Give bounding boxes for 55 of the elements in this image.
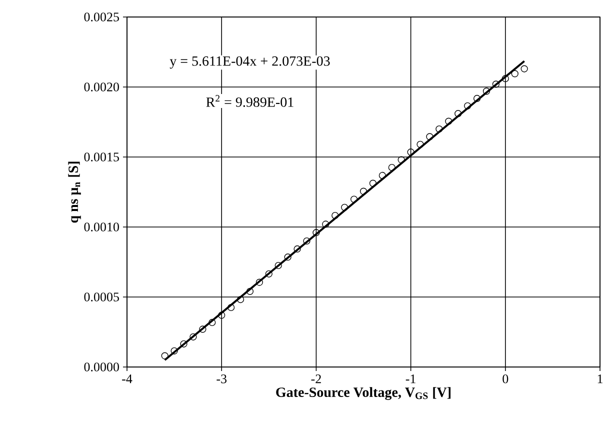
point [256, 278, 263, 286]
point [492, 80, 500, 88]
point [378, 172, 386, 180]
point [228, 304, 235, 312]
point [398, 156, 405, 164]
point [464, 102, 472, 110]
annotation: R$^{2}$ = 9.989E-01 [206, 95, 294, 107]
point [312, 229, 320, 236]
point [341, 204, 348, 211]
point [284, 254, 292, 261]
annotation: y = 5.611E-04x + 2.073E-03 [170, 56, 330, 69]
point [170, 347, 178, 354]
y-tick-label: 0.0025 [84, 12, 119, 22]
point [388, 164, 396, 172]
point [190, 333, 197, 340]
y-tick-label: 0.0020 [84, 82, 119, 92]
point [332, 212, 339, 220]
point [454, 110, 462, 118]
x-tick-label: 0 [502, 374, 508, 384]
point [265, 270, 272, 278]
point [426, 133, 434, 140]
point [416, 140, 424, 148]
y-tick-label: 0.0005 [84, 292, 119, 302]
y-tick-label: 0.0000 [84, 362, 119, 372]
point [482, 88, 490, 95]
point [208, 318, 216, 326]
x-tick-label: 1 [598, 374, 602, 384]
point [161, 352, 168, 360]
x-axis-title: Gate-Source Voltage, V$_{GS}$ [V] [276, 387, 451, 400]
y-tick-label: 0.0015 [84, 152, 119, 162]
point [502, 75, 509, 82]
point [436, 125, 443, 133]
point [303, 237, 310, 245]
point [180, 340, 188, 348]
point [350, 196, 358, 203]
point [246, 288, 254, 295]
x-tick-label: -1 [406, 374, 416, 384]
x-tick-label: -2 [311, 374, 321, 384]
point [520, 65, 528, 72]
x-tick-label: -4 [122, 374, 132, 384]
x-tick-label: -3 [216, 374, 227, 384]
point [445, 118, 452, 125]
point [199, 326, 206, 333]
point [274, 262, 282, 270]
y-axis-title: q ns μ$_{n}$ [S] [68, 162, 81, 223]
point [322, 220, 330, 228]
point [294, 245, 301, 253]
point [218, 312, 226, 319]
point [236, 296, 244, 304]
point [473, 94, 481, 102]
point [407, 148, 414, 156]
point [360, 188, 368, 195]
point [511, 70, 518, 78]
point [369, 180, 377, 187]
y-tick-label: 0.0010 [84, 222, 119, 232]
